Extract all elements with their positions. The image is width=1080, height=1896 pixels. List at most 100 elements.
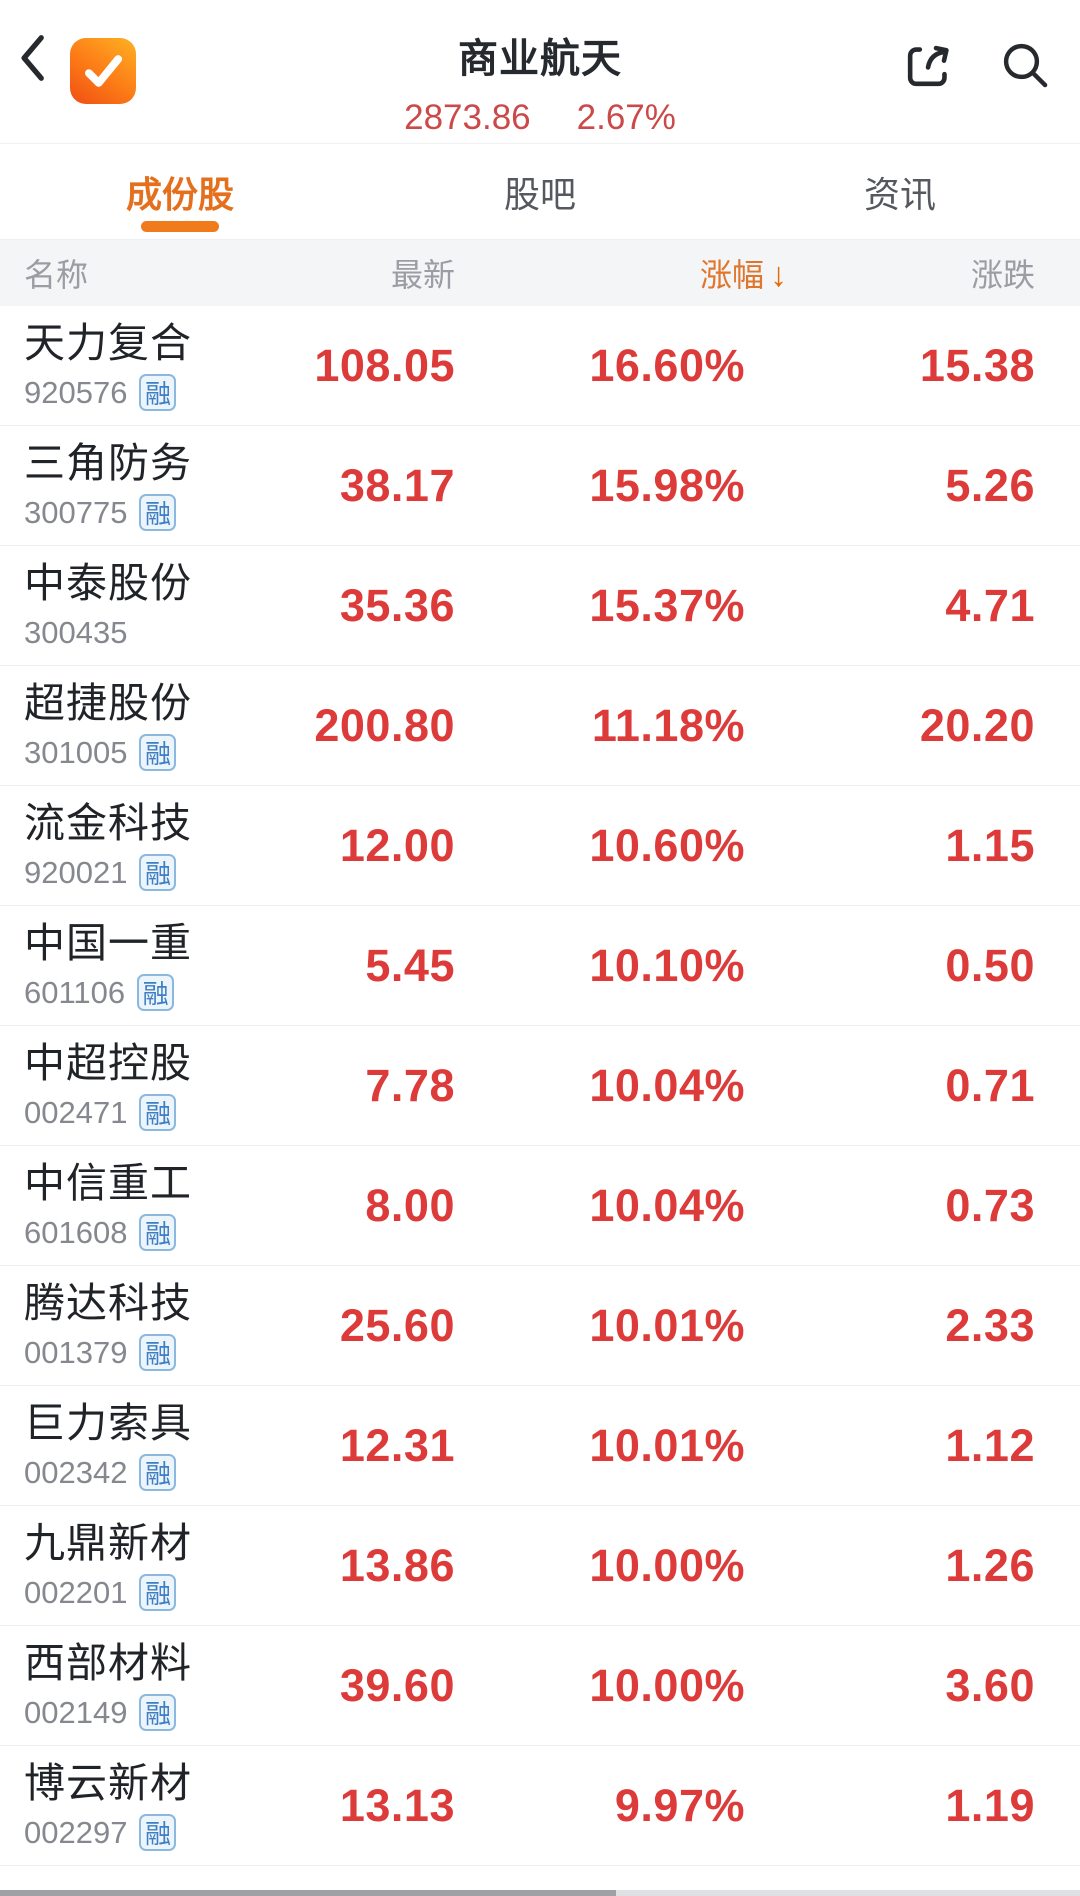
stock-name: 巨力索具 bbox=[24, 1399, 192, 1446]
stock-code: 002342 bbox=[24, 1454, 128, 1490]
stock-row[interactable]: 中超控股 002471 融 7.78 10.04% 0.71 bbox=[0, 1026, 1080, 1146]
stock-name-cell: 腾达科技 001379 融 bbox=[24, 1279, 275, 1372]
stock-code: 920021 bbox=[24, 854, 128, 890]
stock-price: 12.00 bbox=[339, 819, 455, 871]
stock-code: 300775 bbox=[24, 494, 128, 530]
stock-name-cell: 天力复合 920576 融 bbox=[24, 319, 275, 412]
stock-name-cell: 中国一重 601106 融 bbox=[24, 919, 275, 1012]
margin-trading-badge: 融 bbox=[139, 1094, 177, 1132]
stock-price: 12.31 bbox=[339, 1419, 455, 1471]
stock-name-cell: 博云新材 002297 融 bbox=[24, 1759, 275, 1852]
stock-row[interactable]: 天力复合 920576 融 108.05 16.60% 15.38 bbox=[0, 306, 1080, 426]
stock-change: 20.20 bbox=[919, 699, 1035, 751]
stock-name: 九鼎新材 bbox=[24, 1519, 192, 1566]
stock-code: 002297 bbox=[24, 1814, 128, 1850]
stock-price: 5.45 bbox=[365, 939, 455, 991]
pct-header-label: 涨幅 bbox=[699, 257, 764, 293]
stock-change: 1.19 bbox=[945, 1779, 1035, 1831]
stock-change: 4.71 bbox=[945, 579, 1035, 631]
stock-price: 35.36 bbox=[339, 579, 455, 631]
stock-price: 108.05 bbox=[314, 339, 455, 391]
stock-name-cell: 三角防务 300775 融 bbox=[24, 439, 275, 532]
stock-name: 中泰股份 bbox=[24, 560, 192, 607]
margin-trading-badge: 融 bbox=[139, 494, 177, 532]
stock-name-cell: 超捷股份 301005 融 bbox=[24, 679, 275, 772]
stock-row[interactable]: 中国一重 601106 融 5.45 10.10% 0.50 bbox=[0, 906, 1080, 1026]
stock-code: 301005 bbox=[24, 734, 128, 770]
sort-desc-icon: ↓ bbox=[770, 256, 787, 294]
stock-row[interactable]: 腾达科技 001379 融 25.60 10.01% 2.33 bbox=[0, 1266, 1080, 1386]
stock-price: 25.60 bbox=[339, 1299, 455, 1351]
search-button[interactable] bbox=[994, 34, 1056, 96]
tab-news[interactable]: 资讯 bbox=[720, 144, 1080, 239]
back-button[interactable] bbox=[0, 0, 70, 110]
margin-trading-badge: 融 bbox=[139, 1574, 177, 1612]
stock-row[interactable]: 九鼎新材 002201 融 13.86 10.00% 1.26 bbox=[0, 1506, 1080, 1626]
stock-row[interactable]: 流金科技 920021 融 12.00 10.60% 1.15 bbox=[0, 786, 1080, 906]
stock-name-cell: 流金科技 920021 融 bbox=[24, 800, 275, 892]
margin-trading-badge: 融 bbox=[139, 1214, 177, 1252]
stock-change: 1.15 bbox=[945, 819, 1035, 871]
stock-row[interactable]: 中信重工 601608 融 8.00 10.04% 0.73 bbox=[0, 1146, 1080, 1266]
tab-constituents[interactable]: 成份股 bbox=[0, 144, 360, 239]
stock-name: 中国一重 bbox=[24, 919, 192, 966]
stock-change-pct: 10.60% bbox=[589, 819, 745, 871]
tab-label: 资讯 bbox=[863, 173, 936, 215]
stock-change-pct: 9.97% bbox=[614, 1779, 745, 1831]
stock-price: 39.60 bbox=[339, 1659, 455, 1711]
stock-name-cell: 中超控股 002471 融 bbox=[24, 1039, 275, 1132]
stock-name: 三角防务 bbox=[24, 439, 192, 486]
stock-change: 3.60 bbox=[945, 1659, 1035, 1711]
active-tab-underline bbox=[141, 221, 219, 232]
stock-change-pct: 10.01% bbox=[589, 1299, 745, 1351]
column-header-change[interactable]: 涨跌 bbox=[970, 257, 1035, 293]
index-change-pct: 2.67% bbox=[576, 98, 676, 137]
stock-change-pct: 15.37% bbox=[589, 579, 745, 631]
stock-code: 920576 bbox=[24, 374, 128, 410]
stock-row[interactable]: 三角防务 300775 融 38.17 15.98% 5.26 bbox=[0, 426, 1080, 546]
margin-trading-badge: 融 bbox=[139, 1454, 177, 1492]
index-summary: 2873.86 2.67% bbox=[0, 98, 1080, 138]
stock-code: 001379 bbox=[24, 1334, 128, 1370]
stock-change: 1.12 bbox=[945, 1419, 1035, 1471]
column-header-name[interactable]: 名称 bbox=[24, 257, 89, 293]
stock-price: 13.13 bbox=[339, 1779, 455, 1831]
margin-trading-badge: 融 bbox=[139, 1814, 177, 1852]
stock-name-cell: 西部材料 002149 融 bbox=[24, 1640, 275, 1732]
tab-label: 股吧 bbox=[503, 173, 576, 215]
stock-change-pct: 10.01% bbox=[589, 1419, 745, 1471]
margin-trading-badge: 融 bbox=[139, 854, 177, 892]
chevron-left-icon bbox=[13, 30, 57, 86]
margin-trading-badge: 融 bbox=[137, 974, 175, 1012]
table-header: 名称 最新 涨幅 ↓ 涨跌 bbox=[0, 240, 1080, 306]
stock-row[interactable]: 博云新材 002297 融 13.13 9.97% 1.19 bbox=[0, 1746, 1080, 1866]
stock-row[interactable]: 巨力索具 002342 融 12.31 10.01% 1.12 bbox=[0, 1386, 1080, 1506]
stock-code: 002201 bbox=[24, 1574, 128, 1610]
stock-price: 38.17 bbox=[339, 459, 455, 511]
column-header-pct-sort[interactable]: 涨幅 ↓ bbox=[455, 250, 787, 296]
stock-code: 601608 bbox=[24, 1214, 128, 1250]
stock-name: 中超控股 bbox=[24, 1039, 192, 1086]
margin-trading-badge: 融 bbox=[139, 1694, 177, 1732]
stock-code: 601106 bbox=[24, 974, 126, 1010]
column-header-price[interactable]: 最新 bbox=[390, 257, 455, 293]
tab-forum[interactable]: 股吧 bbox=[360, 144, 720, 239]
stock-name: 腾达科技 bbox=[24, 1279, 192, 1326]
stock-row[interactable]: 超捷股份 301005 融 200.80 11.18% 20.20 bbox=[0, 666, 1080, 786]
stock-change-pct: 10.00% bbox=[589, 1539, 745, 1591]
stock-change: 0.71 bbox=[945, 1059, 1035, 1111]
stock-name: 中信重工 bbox=[24, 1159, 192, 1206]
stock-name: 博云新材 bbox=[24, 1759, 192, 1806]
stock-code: 002471 bbox=[24, 1094, 128, 1130]
share-button[interactable] bbox=[898, 34, 960, 96]
stock-row[interactable]: 西部材料 002149 融 39.60 10.00% 3.60 bbox=[0, 1626, 1080, 1746]
share-icon bbox=[900, 36, 958, 94]
stock-price: 7.78 bbox=[365, 1059, 455, 1111]
stock-code: 002149 bbox=[24, 1694, 128, 1730]
stock-row[interactable]: 中泰股份 300435 35.36 15.37% 4.71 bbox=[0, 546, 1080, 666]
stock-price: 200.80 bbox=[314, 699, 455, 751]
index-value: 2873.86 bbox=[404, 98, 531, 137]
margin-trading-badge: 融 bbox=[139, 374, 177, 412]
stock-name: 超捷股份 bbox=[24, 679, 192, 726]
stock-name: 天力复合 bbox=[24, 319, 192, 366]
